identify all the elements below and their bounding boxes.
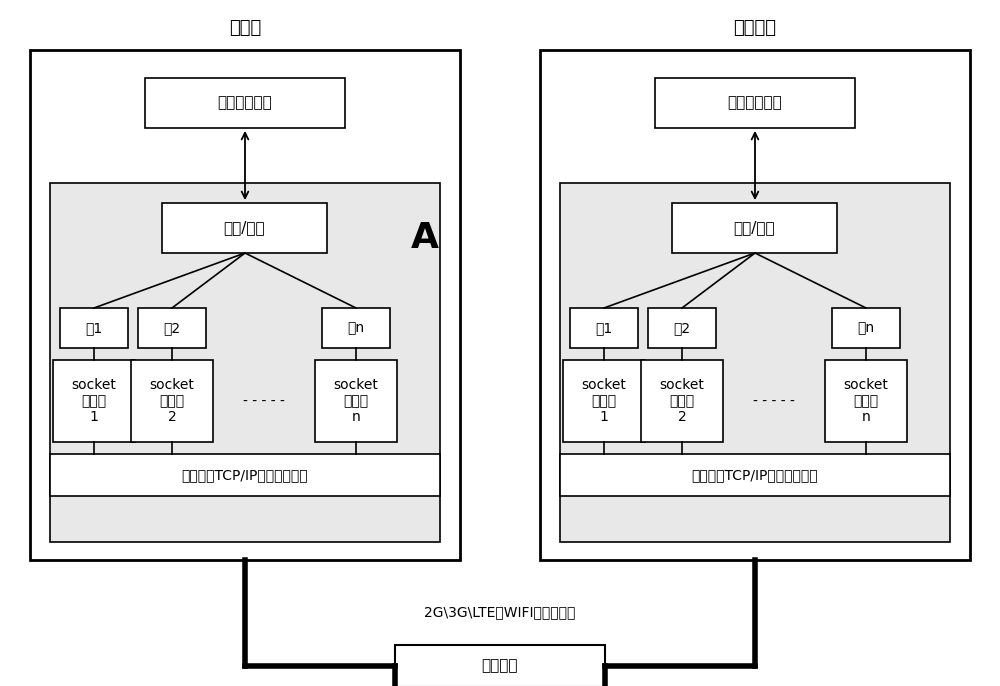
Text: 组包/解包: 组包/解包 [223,220,265,235]
Bar [138,308,206,348]
Text: socket
服务端
n: socket 服务端 n [844,378,888,424]
Bar [60,308,128,348]
Bar [50,454,440,496]
Bar [832,308,900,348]
Text: 网络数据业务: 网络数据业务 [728,95,782,110]
Bar [563,360,645,442]
Text: 支持多个TCP/IP协议服务内核: 支持多个TCP/IP协议服务内核 [182,468,308,482]
Text: socket
服务端
1: socket 服务端 1 [582,378,626,424]
Bar [162,203,327,253]
Bar [53,360,135,442]
Text: 包2: 包2 [673,321,691,335]
Bar [322,308,390,348]
Bar [672,203,837,253]
Text: - - - - -: - - - - - [753,394,795,408]
Text: socket
服务端
2: socket 服务端 2 [660,378,704,424]
Text: 包n: 包n [347,321,365,335]
Bar [648,308,716,348]
Text: 包2: 包2 [163,321,181,335]
Text: 包n: 包n [857,321,875,335]
Text: 网络通道: 网络通道 [482,659,518,674]
Text: socket
客户端
2: socket 客户端 2 [150,378,194,424]
Bar [825,360,907,442]
Bar [570,308,638,348]
Text: - - - - -: - - - - - [243,394,285,408]
Bar [315,360,397,442]
Text: socket
客户端
1: socket 客户端 1 [72,378,116,424]
Text: 服务器侧: 服务器侧 [734,19,776,37]
Bar [560,454,950,496]
Text: 组包/解包: 组包/解包 [733,220,775,235]
Text: 网络数据业务: 网络数据业务 [218,95,272,110]
Text: 终端侧: 终端侧 [229,19,261,37]
Bar [641,360,723,442]
Text: socket
客户端
n: socket 客户端 n [334,378,378,424]
Text: 包1: 包1 [85,321,103,335]
Bar [655,78,855,128]
Bar [540,50,970,560]
Text: 包1: 包1 [595,321,613,335]
Bar [131,360,213,442]
Bar [560,183,950,542]
Text: 支持多个TCP/IP协议服务内核: 支持多个TCP/IP协议服务内核 [692,468,818,482]
Bar [145,78,345,128]
Bar [395,645,605,686]
Bar [30,50,460,560]
Text: 2G\3G\LTE，WIFI，以太网等: 2G\3G\LTE，WIFI，以太网等 [424,605,576,619]
Bar [50,183,440,542]
Text: A: A [411,221,439,255]
